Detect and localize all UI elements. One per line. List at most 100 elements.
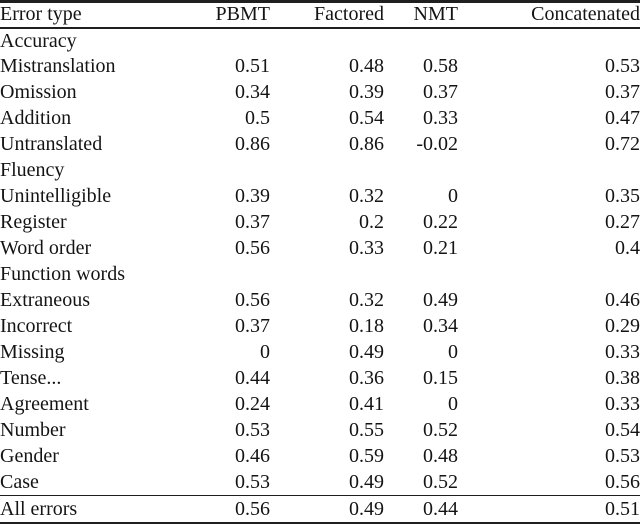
value-cell: 0.24 [235, 393, 270, 415]
value-cell [458, 262, 640, 288]
value-cell: 0.37 [235, 315, 270, 337]
value-cell: 0.56 [235, 289, 270, 311]
row-label: Word order [0, 237, 92, 259]
table-row: Gender 0.46 0.59 0.48 0.53 [0, 444, 640, 470]
table-row: Agreement 0.24 0.41 0 0.33 [0, 392, 640, 418]
column-header: PBMT [200, 1, 270, 29]
row-label: Register [0, 211, 67, 233]
value-cell: 0.52 [423, 470, 458, 493]
value-cell: 0.22 [423, 211, 458, 233]
value-cell: -0.02 [416, 133, 458, 155]
row-label: Omission [0, 81, 77, 103]
value-cell: 0.33 [349, 237, 384, 259]
value-cell: 0.32 [349, 185, 384, 207]
table-footer-row: All errors 0.56 0.49 0.44 0.51 [0, 495, 640, 524]
value-cell: 0.38 [605, 367, 640, 389]
value-cell [270, 28, 384, 54]
value-cell: 0.72 [605, 133, 640, 155]
footer-value-cell: 0.49 [270, 495, 384, 524]
value-cell: 0 [448, 185, 458, 207]
value-cell: 0.36 [349, 367, 384, 389]
value-cell: 0.18 [349, 315, 384, 337]
row-label: Function words [0, 263, 125, 285]
table-row: Extraneous 0.56 0.32 0.49 0.46 [0, 288, 640, 314]
table-footer: All errors 0.56 0.49 0.44 0.51 [0, 495, 640, 524]
value-cell: 0.35 [605, 185, 640, 207]
value-cell: 0.21 [423, 237, 458, 259]
value-cell: 0.48 [349, 55, 384, 77]
value-cell: 0.59 [349, 445, 384, 467]
row-label: Accuracy [0, 29, 77, 52]
value-cell [270, 262, 384, 288]
value-cell: 0.86 [235, 133, 270, 155]
table-row: Mistranslation 0.51 0.48 0.58 0.53 [0, 54, 640, 80]
value-cell: 0.4 [615, 237, 640, 259]
table-row: Unintelligible 0.39 0.32 0 0.35 [0, 184, 640, 210]
value-cell: 0.5 [245, 107, 270, 129]
value-cell: 0.34 [423, 315, 458, 337]
value-cell [200, 158, 270, 184]
value-cell: 0.49 [423, 289, 458, 311]
row-label: Mistranslation [0, 55, 116, 77]
value-cell: 0.53 [235, 470, 270, 493]
value-cell: 0.49 [349, 470, 384, 493]
value-cell: 0.52 [423, 419, 458, 441]
value-cell: 0.54 [349, 107, 384, 129]
table-row: Function words [0, 262, 640, 288]
value-cell: 0 [260, 341, 270, 363]
value-cell: 0.37 [235, 211, 270, 233]
value-cell: 0.46 [605, 289, 640, 311]
table-row: Addition 0.5 0.54 0.33 0.47 [0, 106, 640, 132]
table-header-row: Error type PBMT Factored NMT Concatenated [0, 1, 640, 29]
value-cell: 0.15 [423, 367, 458, 389]
row-label: Number [0, 419, 66, 441]
value-cell: 0.53 [235, 419, 270, 441]
row-label: Incorrect [0, 315, 73, 337]
footer-value-cell: 0.44 [384, 495, 458, 524]
row-label: Extraneous [0, 289, 90, 311]
column-header: NMT [384, 1, 458, 29]
row-label: Fluency [0, 159, 65, 181]
value-cell: 0.34 [235, 81, 270, 103]
table-row: Omission 0.34 0.39 0.37 0.37 [0, 80, 640, 106]
row-label: Untranslated [0, 133, 103, 155]
value-cell: 0.54 [605, 419, 640, 441]
value-cell [200, 262, 270, 288]
value-cell: 0.2 [359, 211, 384, 233]
value-cell: 0 [448, 393, 458, 415]
table-row: Register 0.37 0.2 0.22 0.27 [0, 210, 640, 236]
table-body: Accuracy Mistranslation 0.51 0.48 0.58 0.53 Om… [0, 28, 640, 496]
value-cell: 0.33 [423, 107, 458, 129]
row-label: Addition [0, 107, 72, 129]
table-row: Accuracy [0, 28, 640, 54]
value-cell: 0.33 [605, 341, 640, 363]
value-cell [458, 158, 640, 184]
row-label: Case [0, 470, 39, 493]
value-cell: 0.29 [605, 315, 640, 337]
row-label: Unintelligible [0, 185, 112, 207]
table-row: Word order 0.56 0.33 0.21 0.4 [0, 236, 640, 262]
value-cell: 0.33 [605, 393, 640, 415]
value-cell: 0 [448, 341, 458, 363]
row-label: Tense... [0, 367, 62, 389]
table-row: Fluency [0, 158, 640, 184]
value-cell: 0.27 [605, 211, 640, 233]
value-cell: 0.32 [349, 289, 384, 311]
row-label: Gender [0, 445, 59, 467]
row-label: Agreement [0, 393, 89, 415]
value-cell [384, 262, 458, 288]
value-cell [458, 28, 640, 54]
column-header: Concatenated [458, 1, 640, 29]
value-cell: 0.55 [349, 419, 384, 441]
table-row: Number 0.53 0.55 0.52 0.54 [0, 418, 640, 444]
value-cell: 0.39 [235, 185, 270, 207]
value-cell: 0.58 [423, 55, 458, 77]
value-cell: 0.56 [605, 470, 640, 493]
value-cell: 0.48 [423, 445, 458, 467]
row-label: Missing [0, 341, 65, 363]
value-cell: 0.46 [235, 445, 270, 467]
value-cell: 0.39 [349, 81, 384, 103]
value-cell [200, 28, 270, 54]
